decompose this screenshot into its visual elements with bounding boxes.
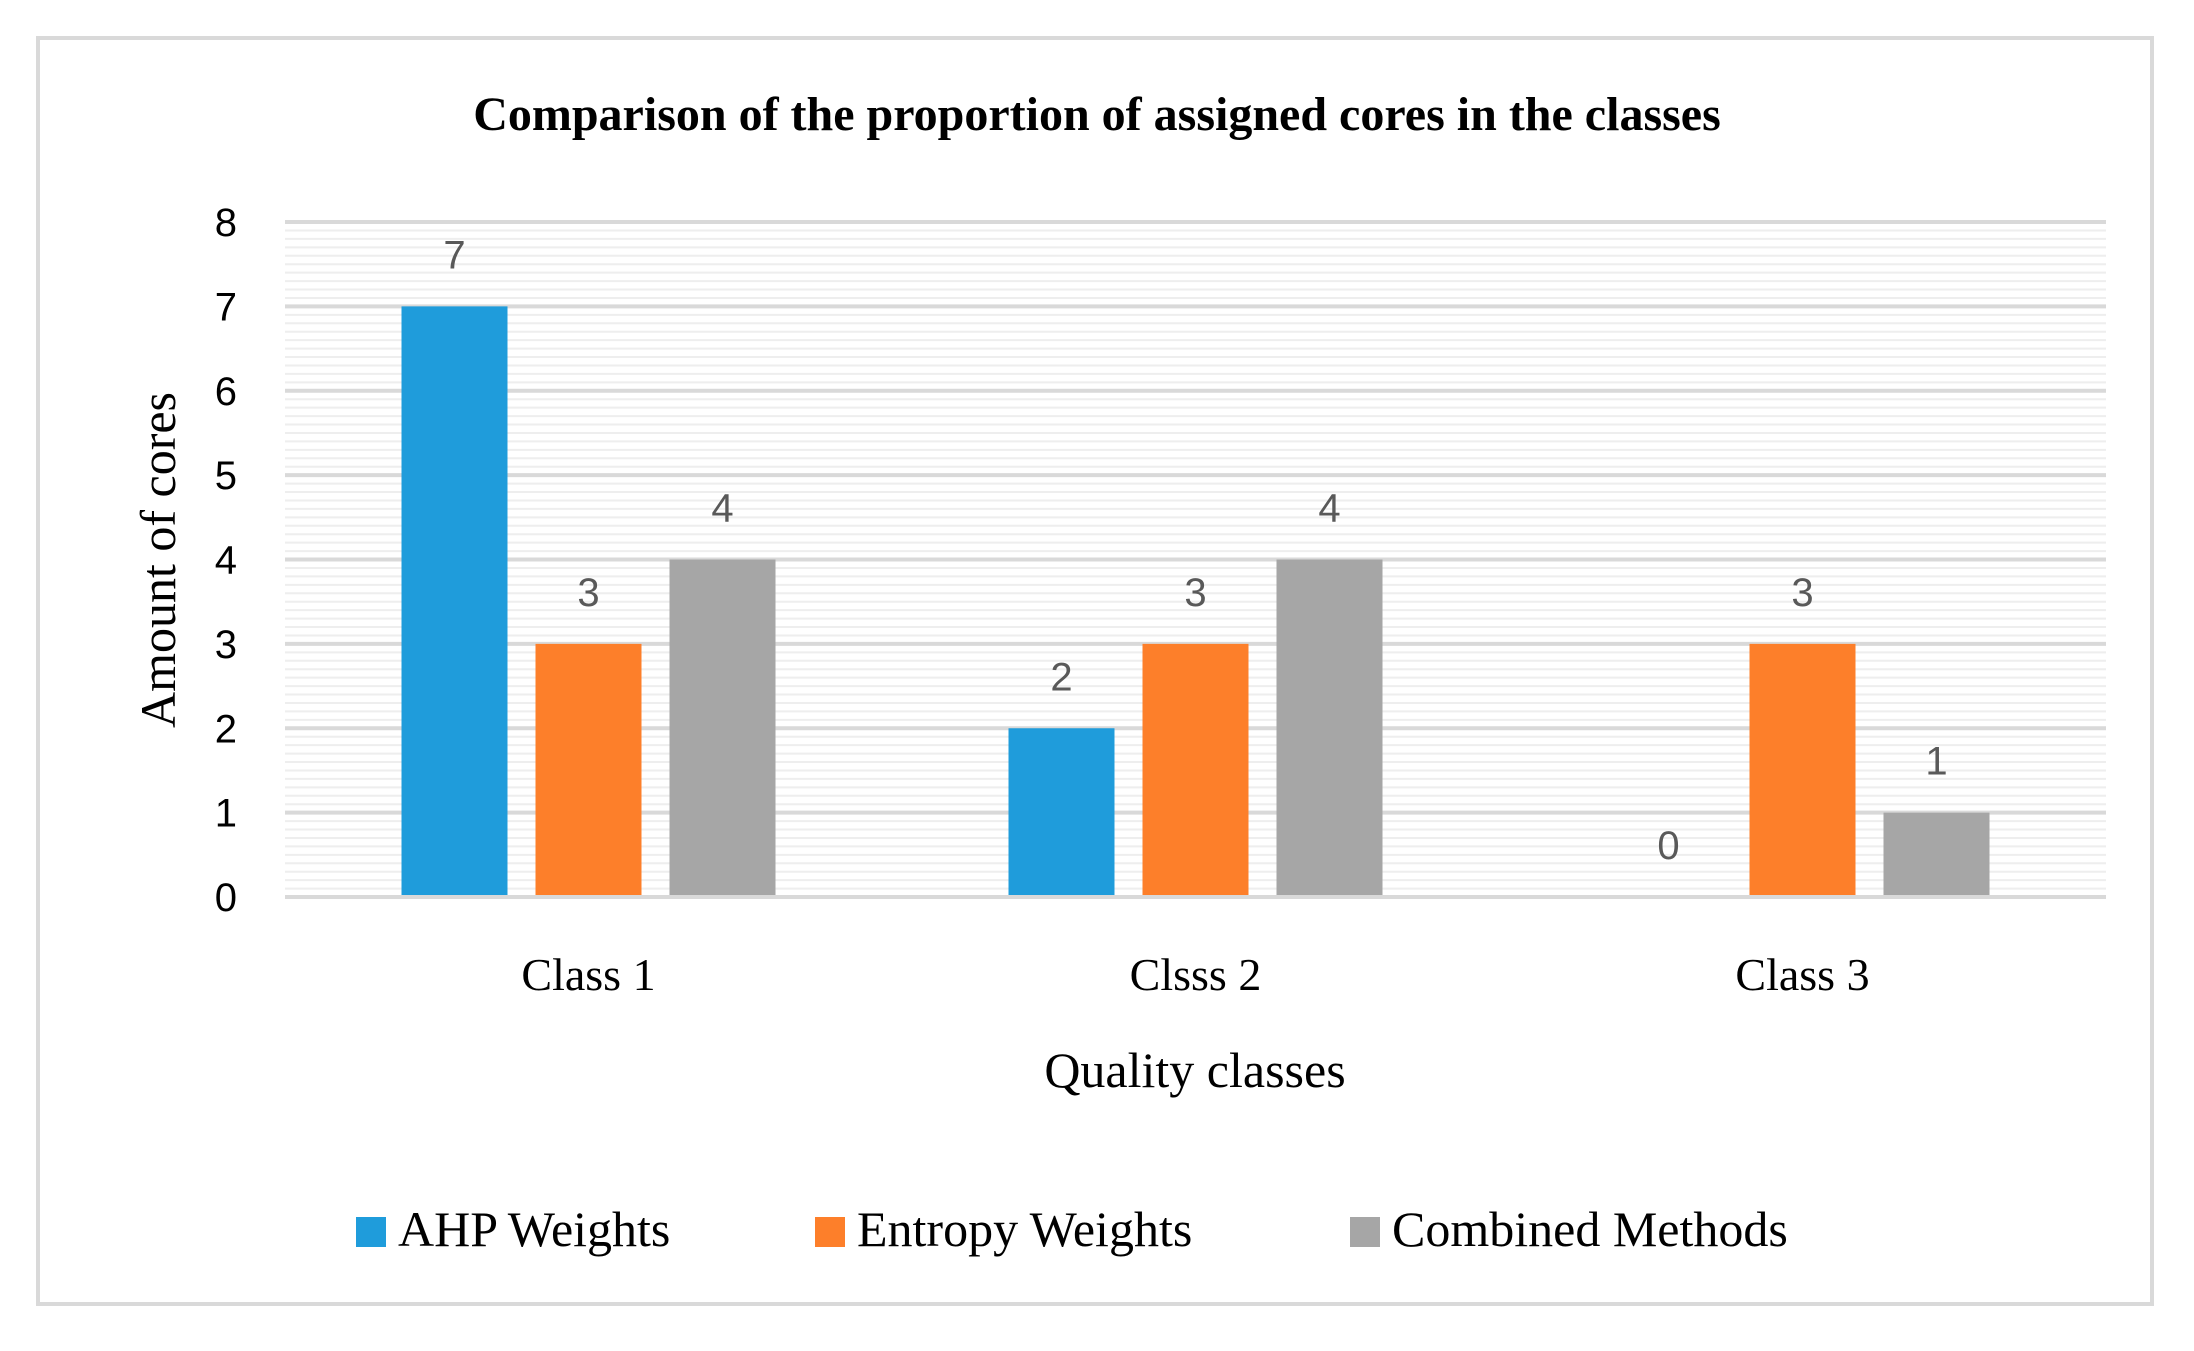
y-tick-label: 1 xyxy=(215,792,237,836)
bar xyxy=(1883,812,1990,897)
data-label: 3 xyxy=(1791,571,1813,615)
legend-label: Combined Methods xyxy=(1392,1201,1788,1257)
data-label: 3 xyxy=(577,571,599,615)
data-label: 3 xyxy=(1184,571,1206,615)
y-tick-label: 6 xyxy=(215,370,237,414)
bar xyxy=(1749,643,1856,897)
y-tick-label: 4 xyxy=(215,539,237,583)
x-tick-label: Clsss 2 xyxy=(1130,949,1262,1000)
x-tick-label: Class 1 xyxy=(521,949,655,1000)
bar xyxy=(1008,728,1115,897)
bar xyxy=(669,559,776,897)
data-label: 1 xyxy=(1925,740,1947,784)
data-label: 4 xyxy=(1318,487,1340,531)
x-axis-label: Quality classes xyxy=(1044,1042,1345,1098)
y-tick-label: 0 xyxy=(215,876,237,920)
y-axis-label: Amount of cores xyxy=(130,392,186,728)
data-label: 7 xyxy=(443,233,465,277)
data-label: 4 xyxy=(711,487,733,531)
legend-swatch xyxy=(1350,1217,1380,1247)
data-labels: 7 3 4 2 3 4 0 3 1 xyxy=(443,233,1947,868)
legend: AHP Weights Entropy Weights Combined Metho… xyxy=(356,1201,1788,1257)
data-label: 0 xyxy=(1657,824,1679,868)
x-tick-label: Class 3 xyxy=(1735,949,1869,1000)
legend-swatch xyxy=(356,1217,386,1247)
y-tick-label: 3 xyxy=(215,623,237,667)
x-axis-ticks: Class 1 Clsss 2 Class 3 xyxy=(521,949,1869,1000)
bar xyxy=(1142,643,1249,897)
y-tick-label: 5 xyxy=(215,454,237,498)
y-tick-label: 8 xyxy=(215,201,237,245)
legend-swatch xyxy=(815,1217,845,1247)
bar xyxy=(535,643,642,897)
y-tick-label: 2 xyxy=(215,707,237,751)
chart-title: Comparison of the proportion of assigned… xyxy=(473,88,1721,141)
data-label: 2 xyxy=(1050,655,1072,699)
bar xyxy=(1276,559,1383,897)
bar xyxy=(401,306,508,897)
legend-label: Entropy Weights xyxy=(857,1201,1192,1257)
bars xyxy=(401,306,1990,897)
y-tick-label: 7 xyxy=(215,285,237,329)
y-axis-ticks: 0 1 2 3 4 5 6 7 8 xyxy=(215,201,237,920)
legend-label: AHP Weights xyxy=(398,1201,670,1257)
